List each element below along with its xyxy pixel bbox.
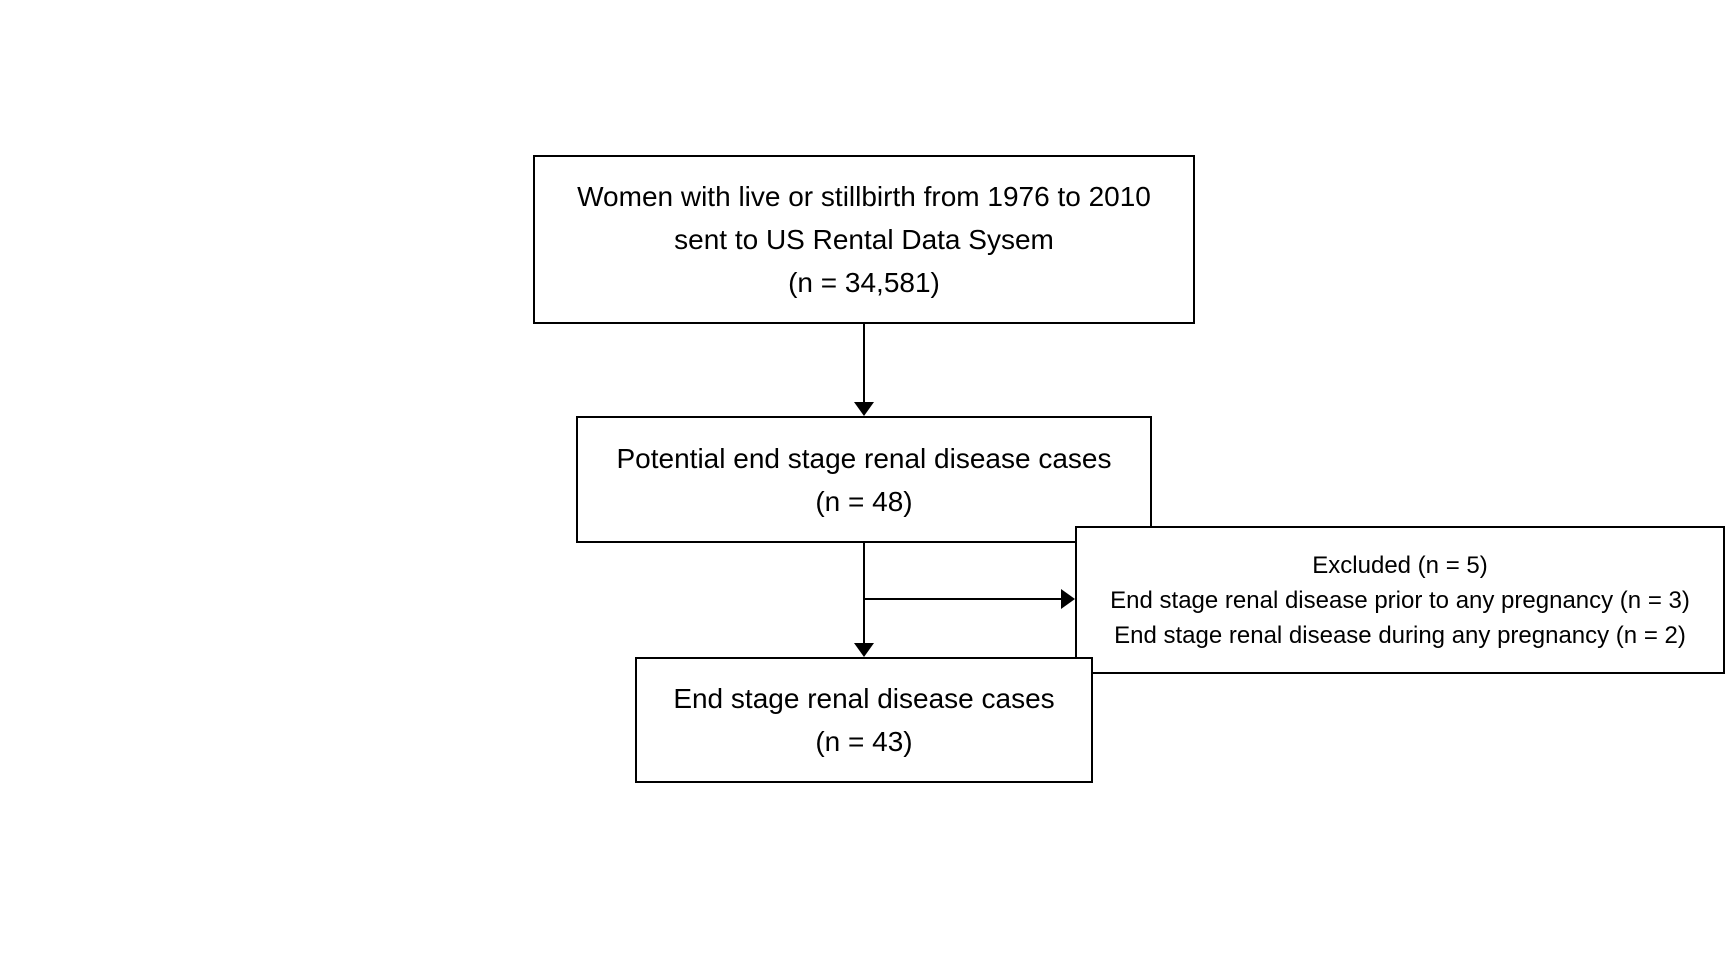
potential-cases-label: Potential end stage renal disease cases [616, 442, 1112, 474]
final-cases-box: End stage renal disease cases (n = 43) [635, 657, 1093, 783]
excluded-reason-during: End stage renal disease during any pregn… [1114, 621, 1686, 649]
source-population-line-1: Women with live or stillbirth from 1976 … [577, 181, 1151, 212]
source-population-count: (n = 34,581) [788, 267, 940, 298]
source-population-box: Women with live or stillbirth from 1976 … [533, 155, 1195, 324]
final-cases-count: (n = 43) [815, 726, 913, 757]
potential-cases-box: Potential end stage renal disease cases … [576, 416, 1152, 543]
source-population-line-2: sent to US Rental Data Sysem [674, 224, 1054, 255]
potential-cases-count: (n = 48) [815, 485, 913, 517]
final-cases-label: End stage renal disease cases [673, 683, 1055, 714]
arrowhead-source-to-potential [854, 402, 874, 416]
arrowhead-potential-to-final [854, 643, 874, 657]
excluded-reason-prior: End stage renal disease prior to any pre… [1110, 586, 1690, 614]
excluded-box: Excluded (n = 5) End stage renal disease… [1075, 526, 1725, 674]
arrowhead-to-excluded [1061, 589, 1075, 609]
excluded-title: Excluded (n = 5) [1312, 551, 1488, 579]
